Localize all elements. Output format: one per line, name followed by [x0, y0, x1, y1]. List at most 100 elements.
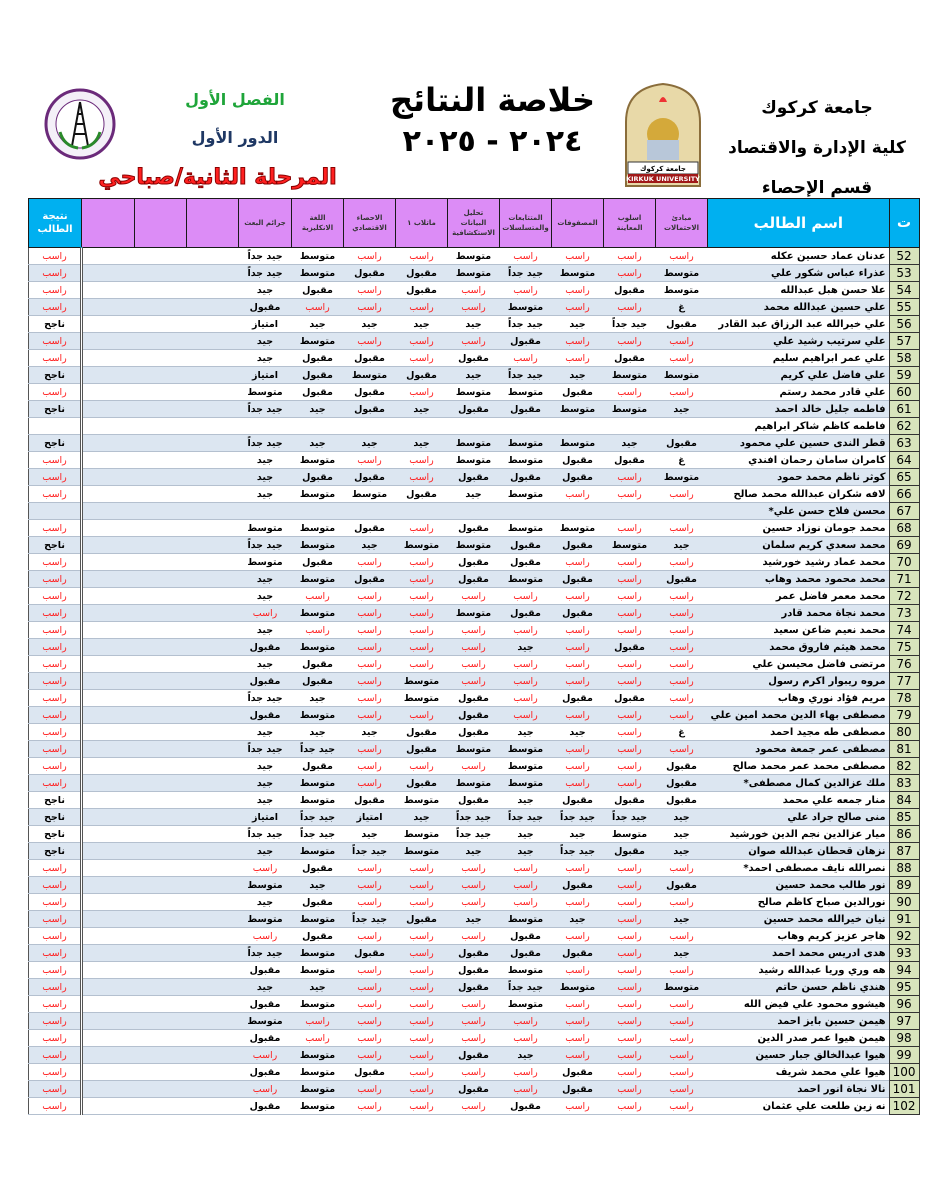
grade-cell: راسب [395, 706, 448, 724]
result-cell: ناجح [28, 315, 83, 333]
grade-cell: راسب [655, 553, 708, 571]
title-block: خلاصة النتائج ٢٠٢٤ - ٢٠٢٥ [370, 78, 615, 162]
grade-cell: راسب [499, 247, 552, 265]
table-row: 86 ميار عزالدين نجم الدين خورشيد جيد متوسط ج… [28, 825, 920, 843]
grade-cell [343, 417, 396, 435]
empty-cell [134, 604, 187, 622]
grade-cell: راسب [395, 383, 448, 401]
grade-cell: متوسط [238, 910, 292, 928]
student-number: 73 [888, 604, 920, 622]
grade-cell: مقبول [447, 961, 500, 979]
grade-cell: جيد [343, 825, 396, 843]
table-row: 75 محمد هيثم فاروق محمد راسب مقبول راسب جيد را… [28, 638, 920, 656]
grade-cell: مقبول [395, 910, 448, 928]
empty-cell [186, 604, 239, 622]
grade-cell: راسب [395, 604, 448, 622]
student-number: 71 [888, 570, 920, 588]
grade-cell: متوسط [291, 1063, 344, 1081]
grade-cell: راسب [343, 1097, 396, 1115]
empty-cell [186, 383, 239, 401]
empty-cell [186, 876, 239, 894]
empty-cell [81, 791, 135, 809]
student-number: 69 [888, 536, 920, 554]
student-number: 65 [888, 468, 920, 486]
grade-cell: متوسط [291, 1046, 344, 1064]
empty-cell [81, 757, 135, 775]
grade-cell: راسب [447, 298, 500, 316]
grade-cell: جيد جداً [343, 842, 396, 860]
grade-cell: جيد [291, 876, 344, 894]
empty-cell [186, 264, 239, 282]
grade-cell: متوسط [291, 944, 344, 962]
empty-cell [134, 264, 187, 282]
empty-cell [81, 961, 135, 979]
table-row: 94 هه وري وريا عبدالله رشيد راسب راسب راسب مت… [28, 961, 920, 979]
empty-cell [81, 706, 135, 724]
empty-cell [186, 927, 239, 945]
table-row: 63 قطر الندى حسين علي محمود مقبول جيد متوسط م… [28, 434, 920, 452]
grade-cell: راسب [343, 298, 396, 316]
grade-cell: راسب [603, 944, 656, 962]
grade-cell [655, 417, 708, 435]
grade-cell: مقبول [655, 876, 708, 894]
student-name: مصطفى عمر جمعة محمود [707, 740, 890, 758]
empty-cell [81, 400, 135, 418]
department-logo [44, 88, 116, 160]
grade-cell: متوسط [499, 995, 552, 1013]
grade-cell: متوسط [499, 570, 552, 588]
grade-cell: راسب [551, 349, 604, 367]
empty-cell [81, 944, 135, 962]
result-cell: راسب [28, 485, 83, 503]
student-name: هه وري وريا عبدالله رشيد [707, 961, 890, 979]
column-header-subject: الاحصاء الاقتصادي [343, 198, 396, 248]
grade-cell: جيد جداً [499, 315, 552, 333]
student-name: منار جمعه علي محمد [707, 791, 890, 809]
grade-cell: مقبول [291, 553, 344, 571]
table-row: 60 علي قادر محمد رستم راسب راسب مقبول متوسط مت… [28, 383, 920, 401]
column-header-subject: مبادئ الاحتمالات [655, 198, 708, 248]
empty-cell [134, 740, 187, 758]
empty-cell [134, 910, 187, 928]
grade-cell: مقبول [499, 400, 552, 418]
empty-cell [134, 451, 187, 469]
result-cell: ناجح [28, 536, 83, 554]
empty-cell [81, 723, 135, 741]
grade-cell: راسب [551, 740, 604, 758]
student-name: محسن فلاح حسن علي* [707, 502, 890, 520]
empty-cell [186, 859, 239, 877]
grade-cell: متوسط [603, 536, 656, 554]
empty-cell [134, 417, 187, 435]
grade-cell: راسب [551, 1012, 604, 1030]
empty-cell [186, 553, 239, 571]
grade-cell: راسب [499, 621, 552, 639]
grade-cell: مقبول [551, 604, 604, 622]
grade-cell: راسب [343, 655, 396, 673]
grade-cell: متوسط [447, 536, 500, 554]
student-number: 70 [888, 553, 920, 571]
empty-cell [186, 638, 239, 656]
grade-cell: راسب [395, 638, 448, 656]
svg-text:جامعة كركوك: جامعة كركوك [640, 165, 686, 173]
empty-cell [134, 825, 187, 843]
grade-cell: متوسط [395, 689, 448, 707]
grade-cell: راسب [603, 468, 656, 486]
column-header-subject [81, 198, 135, 248]
grade-cell: جيد [655, 910, 708, 928]
grade-cell: راسب [603, 876, 656, 894]
student-name: كوثر ناظم محمد حمود [707, 468, 890, 486]
grade-cell: راسب [343, 893, 396, 911]
grade-cell: راسب [447, 876, 500, 894]
academic-year: ٢٠٢٤ - ٢٠٢٥ [402, 124, 583, 159]
grade-cell: راسب [655, 672, 708, 690]
student-name: علي فاضل علي كريم [707, 366, 890, 384]
grade-cell: راسب [447, 332, 500, 350]
student-name: فاطمه كاظم شاكر ابراهيم [707, 417, 890, 435]
grade-cell: مقبول [447, 706, 500, 724]
column-header-subject: تحليل البيانات الاستكشافية [447, 198, 500, 248]
empty-cell [81, 570, 135, 588]
student-number: 96 [888, 995, 920, 1013]
empty-cell [81, 1029, 135, 1047]
student-name: هيوا عبدالخالق جبار حسين [707, 1046, 890, 1064]
student-name: نورالدين صباح كاظم صالح [707, 893, 890, 911]
grade-cell: جيد [343, 434, 396, 452]
